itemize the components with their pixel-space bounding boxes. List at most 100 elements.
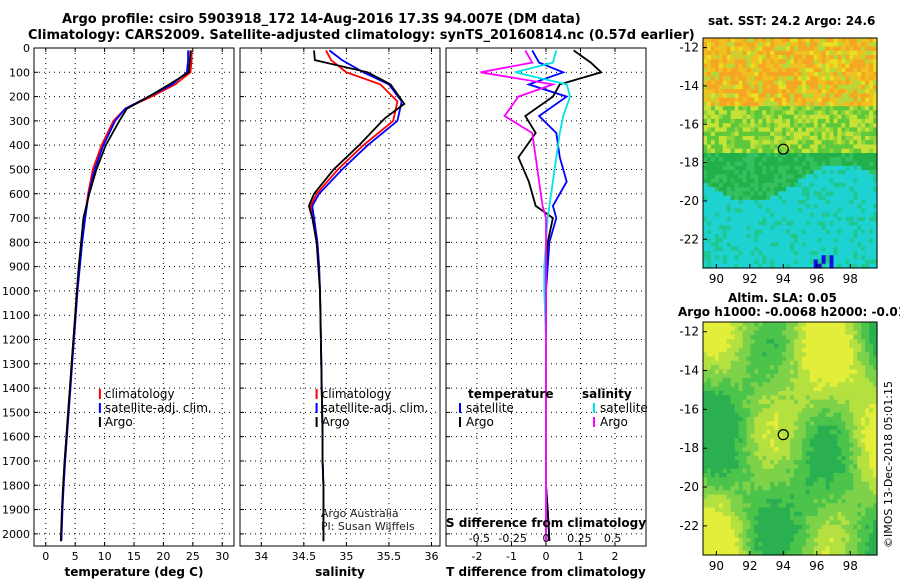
heat-cell bbox=[805, 460, 811, 465]
heat-cell bbox=[786, 395, 791, 401]
heat-cell bbox=[869, 89, 874, 94]
heat-cell bbox=[738, 135, 744, 141]
heat-cell bbox=[703, 148, 708, 154]
heat-cell bbox=[790, 59, 795, 65]
heat-cell bbox=[762, 395, 767, 401]
heat-cell bbox=[865, 369, 870, 375]
heat-cell bbox=[738, 408, 744, 414]
heat-cell bbox=[778, 46, 783, 52]
heat-cell bbox=[778, 255, 783, 261]
heat-cell bbox=[742, 451, 748, 457]
heat-cell bbox=[845, 494, 850, 500]
heat-cell bbox=[797, 434, 803, 440]
heat-cell bbox=[825, 233, 831, 239]
heat-cell bbox=[742, 46, 748, 52]
heat-cell bbox=[801, 524, 807, 530]
heat-cell bbox=[841, 494, 846, 500]
heat-cell bbox=[869, 378, 874, 383]
heat-cell bbox=[813, 425, 819, 431]
heat-cell bbox=[762, 360, 767, 366]
heat-cell bbox=[718, 127, 724, 133]
heat-cell bbox=[849, 391, 854, 396]
heat-cell bbox=[766, 356, 771, 362]
heat-cell bbox=[865, 67, 870, 73]
heat-cell bbox=[841, 229, 846, 235]
heat-cell bbox=[790, 339, 795, 345]
heat-cell bbox=[817, 524, 823, 530]
heat-cell bbox=[841, 63, 846, 69]
heat-cell bbox=[797, 255, 803, 261]
heat-cell bbox=[758, 229, 763, 235]
heat-cell bbox=[829, 546, 835, 552]
heat-cell bbox=[718, 399, 724, 405]
heat-cell bbox=[793, 369, 799, 375]
heat-cell bbox=[861, 229, 866, 235]
heat-cell bbox=[833, 365, 839, 371]
heat-cell bbox=[817, 76, 823, 82]
heat-cell bbox=[841, 455, 846, 461]
heat-cell bbox=[861, 157, 866, 163]
heat-cell bbox=[722, 199, 728, 205]
heat-cell bbox=[750, 170, 755, 175]
heat-cell bbox=[730, 199, 736, 205]
heat-cell bbox=[861, 360, 866, 366]
heat-cell bbox=[786, 455, 791, 461]
heat-cell bbox=[813, 63, 819, 69]
heat-cell bbox=[845, 84, 850, 90]
heat-cell bbox=[809, 140, 815, 146]
heat-cell bbox=[730, 165, 736, 171]
heat-cell bbox=[793, 442, 799, 448]
heat-cell bbox=[845, 161, 850, 167]
heat-cell bbox=[710, 170, 716, 175]
heat-cell bbox=[845, 365, 850, 371]
heat-cell bbox=[754, 233, 759, 239]
heat-cell bbox=[873, 259, 878, 265]
heat-cell bbox=[758, 195, 763, 201]
heat-cell bbox=[841, 118, 846, 124]
heat-cell bbox=[746, 343, 752, 349]
heat-cell bbox=[801, 468, 807, 474]
heat-cell bbox=[726, 204, 732, 209]
heat-cell bbox=[703, 135, 708, 141]
heat-cell bbox=[797, 464, 803, 470]
heat-cell bbox=[762, 477, 767, 483]
heat-cell bbox=[738, 511, 744, 517]
heat-cell bbox=[770, 477, 775, 483]
heat-cell bbox=[857, 238, 862, 244]
heat-cell bbox=[857, 127, 862, 133]
heat-cell bbox=[809, 533, 815, 539]
heat-cell bbox=[703, 542, 708, 547]
heat-cell bbox=[786, 174, 791, 180]
heat-cell bbox=[742, 546, 748, 552]
heat-cell bbox=[817, 67, 823, 73]
heat-cell bbox=[762, 195, 767, 201]
heat-cell bbox=[869, 127, 874, 133]
heat-cell bbox=[809, 503, 815, 509]
heat-cell bbox=[865, 468, 870, 474]
heat-cell bbox=[817, 498, 823, 504]
heat-cell bbox=[849, 67, 854, 73]
heat-cell bbox=[865, 352, 870, 358]
heat-cell bbox=[770, 399, 775, 405]
heat-cell bbox=[837, 408, 842, 414]
heat-cell bbox=[853, 89, 858, 94]
heat-cell bbox=[703, 447, 708, 453]
heat-cell bbox=[758, 135, 763, 141]
heat-cell bbox=[714, 403, 720, 409]
heat-cell bbox=[825, 225, 831, 231]
heat-cell bbox=[813, 250, 819, 256]
heat-cell bbox=[833, 546, 839, 552]
heat-cell bbox=[786, 438, 791, 444]
heat-cell bbox=[770, 339, 775, 345]
heat-cell bbox=[805, 395, 811, 401]
heat-cell bbox=[778, 208, 783, 214]
heat-cell bbox=[742, 334, 748, 340]
heat-cell bbox=[833, 165, 839, 171]
heat-cell bbox=[869, 343, 874, 349]
heat-cell bbox=[766, 442, 771, 448]
heat-cell bbox=[873, 174, 878, 180]
heat-cell bbox=[710, 369, 716, 375]
heat-cell bbox=[829, 356, 835, 362]
heat-cell bbox=[738, 140, 744, 146]
heat-cell bbox=[770, 494, 775, 500]
